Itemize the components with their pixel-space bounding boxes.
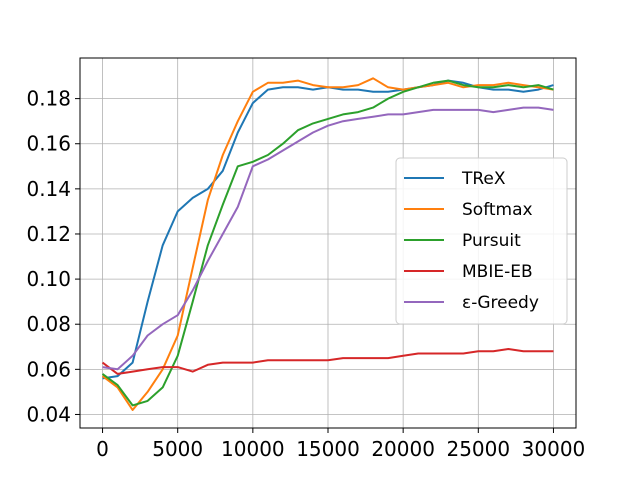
series-line-3 <box>101 348 554 375</box>
x-tick-label: 0 <box>96 437 109 461</box>
y-tick-label: 0.10 <box>26 267 71 291</box>
series-line-1 <box>101 77 554 411</box>
y-tick-label: 0.04 <box>26 402 71 426</box>
y-tick-label: 0.14 <box>26 177 71 201</box>
y-tick-label: 0.16 <box>26 132 71 156</box>
x-tick-label: 20000 <box>371 437 435 461</box>
x-tick-label: 30000 <box>522 437 586 461</box>
series-lines <box>101 77 554 411</box>
legend-label: ε-Greedy <box>462 293 539 313</box>
legend-label: MBIE-EB <box>462 262 533 282</box>
y-tick-label: 0.18 <box>26 87 71 111</box>
x-tick-label: 15000 <box>296 437 360 461</box>
x-tick-label: 25000 <box>446 437 510 461</box>
y-tick-label: 0.08 <box>26 312 71 336</box>
x-tick-label: 5000 <box>152 437 203 461</box>
legend-box <box>395 157 568 325</box>
y-tick-label: 0.12 <box>26 222 71 246</box>
series-line-4 <box>102 106 554 371</box>
y-axis: 0.04 0.06 0.08 0.10 0.12 0.14 0.16 0.18 <box>26 87 80 426</box>
legend-label: Softmax <box>462 200 533 220</box>
series-line-2 <box>101 79 554 407</box>
x-axis: 0 5000 10000 15000 20000 25000 30000 <box>96 428 585 461</box>
legend-label: TReX <box>461 169 506 189</box>
y-tick-label: 0.06 <box>26 357 71 381</box>
legend-label: Pursuit <box>462 231 521 251</box>
x-tick-label: 10000 <box>221 437 285 461</box>
legend: TReX Softmax Pursuit MBIE-EB ε-Greedy <box>395 157 568 325</box>
